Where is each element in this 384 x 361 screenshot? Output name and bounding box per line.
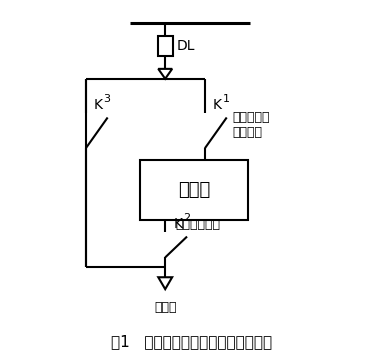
Text: DL: DL <box>177 39 195 53</box>
Text: 去电机: 去电机 <box>154 301 177 314</box>
Bar <box>141 160 248 220</box>
Text: 变频器输出来: 变频器输出来 <box>175 218 220 231</box>
Text: 1: 1 <box>223 93 230 104</box>
Text: 离变压器: 离变压器 <box>233 126 263 139</box>
Text: K: K <box>173 217 182 231</box>
Text: 2: 2 <box>183 213 190 223</box>
Bar <box>158 36 173 56</box>
Text: K: K <box>94 97 103 112</box>
Text: 去变频器隔: 去变频器隔 <box>233 111 270 124</box>
Polygon shape <box>158 277 172 289</box>
Polygon shape <box>158 69 172 79</box>
Text: 变频器: 变频器 <box>178 181 210 199</box>
Text: 3: 3 <box>104 93 111 104</box>
Text: K: K <box>213 97 222 112</box>
Text: 图1   高压变频器在系统中的连接示意: 图1 高压变频器在系统中的连接示意 <box>111 334 273 349</box>
